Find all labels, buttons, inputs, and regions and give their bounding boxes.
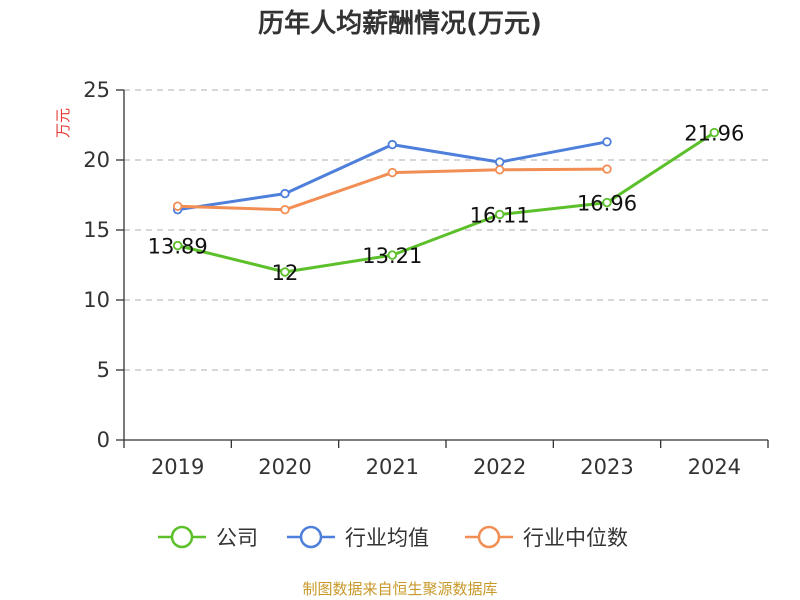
data-label: 21.96 <box>684 122 744 146</box>
y-axis-unit-label: 万元 <box>54 108 72 138</box>
data-point[interactable] <box>494 209 505 220</box>
data-point[interactable] <box>602 197 612 208</box>
series-line-0 <box>176 131 716 274</box>
legend-item-2[interactable]: 行业中位数 <box>465 525 628 550</box>
x-tick-label: 2020 <box>258 455 311 479</box>
series-lines <box>172 127 720 277</box>
y-tick-label: 5 <box>97 358 110 382</box>
legend-label: 公司 <box>216 526 258 550</box>
chart-title: 历年人均薪酬情况(万元) <box>258 8 542 39</box>
x-tick-label: 2022 <box>473 455 526 479</box>
legend-swatch-marker <box>170 525 194 549</box>
y-tick-label: 25 <box>83 78 110 102</box>
x-tick-label: 2021 <box>366 455 419 479</box>
legend-item-0[interactable]: 公司 <box>158 525 258 550</box>
legend-label: 行业中位数 <box>523 526 628 550</box>
legend[interactable]: 公司 行业均值 行业中位数 <box>158 525 628 550</box>
data-point[interactable] <box>280 204 290 215</box>
data-labels: 13.89 12 13.21 16.11 16.96 21.96 <box>148 122 745 285</box>
y-tick-label: 20 <box>83 148 110 172</box>
data-point[interactable] <box>602 164 612 174</box>
y-tick-label: 15 <box>83 218 110 242</box>
axes: 0 5 10 15 20 25 2019 2020 2021 2022 2023 2024 <box>83 78 769 479</box>
data-point[interactable] <box>387 139 398 150</box>
grid-lines <box>124 89 768 371</box>
data-point[interactable] <box>280 188 290 199</box>
legend-item-1[interactable]: 行业均值 <box>287 525 429 550</box>
data-point[interactable] <box>172 240 183 251</box>
data-label: 16.11 <box>470 203 530 227</box>
legend-swatch-marker <box>477 525 501 549</box>
data-point[interactable] <box>494 157 505 167</box>
legend-swatch-marker <box>299 525 323 549</box>
data-point[interactable] <box>172 201 183 211</box>
data-point[interactable] <box>280 267 290 277</box>
data-point[interactable] <box>602 137 612 147</box>
data-label: 13.89 <box>148 235 208 259</box>
data-source-note: 制图数据来自恒生聚源数据库 <box>302 580 497 598</box>
data-point[interactable] <box>387 250 398 260</box>
x-tick-label: 2019 <box>151 455 204 479</box>
y-tick-label: 0 <box>97 428 110 452</box>
data-point[interactable] <box>387 167 398 178</box>
y-tick-label: 10 <box>83 288 110 312</box>
data-point[interactable] <box>494 165 505 175</box>
x-tick-label: 2023 <box>580 455 633 479</box>
x-tick-label: 2024 <box>688 455 741 479</box>
data-point[interactable] <box>709 127 720 138</box>
data-label: 12 <box>272 261 299 285</box>
legend-label: 行业均值 <box>345 526 429 550</box>
data-label: 13.21 <box>362 244 422 268</box>
data-label: 16.96 <box>577 192 637 216</box>
